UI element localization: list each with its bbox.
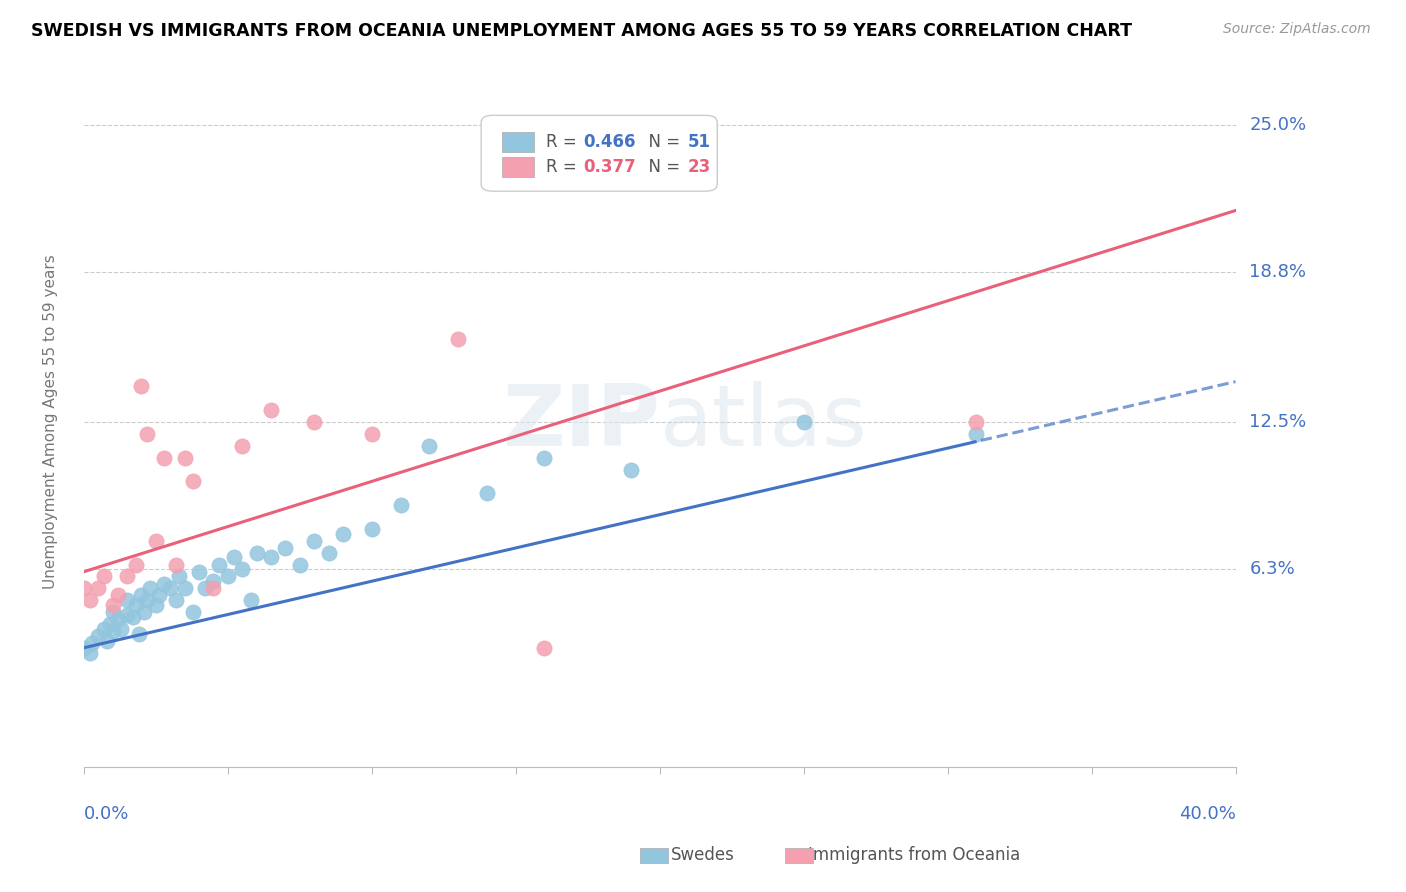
Point <box>188 565 211 579</box>
Point <box>136 593 159 607</box>
Point <box>87 629 110 643</box>
Point <box>73 582 96 596</box>
Point <box>475 486 498 500</box>
Point <box>131 379 153 393</box>
Point <box>79 593 101 607</box>
Point <box>965 415 987 429</box>
Point <box>115 607 138 622</box>
FancyBboxPatch shape <box>502 132 534 153</box>
Point <box>131 589 153 603</box>
Text: Swedes: Swedes <box>671 846 735 863</box>
Point <box>231 562 253 576</box>
Point <box>96 633 118 648</box>
Point <box>181 605 204 619</box>
Text: 6.3%: 6.3% <box>1250 560 1295 578</box>
Point <box>173 450 195 465</box>
Text: R =: R = <box>546 133 582 151</box>
Point <box>274 541 297 555</box>
Point <box>159 582 181 596</box>
Point <box>202 582 225 596</box>
Text: ZIP: ZIP <box>502 381 659 464</box>
Point <box>360 522 382 536</box>
FancyBboxPatch shape <box>502 157 534 178</box>
Point <box>239 593 262 607</box>
Point <box>167 569 190 583</box>
Point <box>332 526 354 541</box>
Y-axis label: Unemployment Among Ages 55 to 59 years: Unemployment Among Ages 55 to 59 years <box>44 254 58 590</box>
Point <box>107 589 129 603</box>
Point <box>208 558 231 572</box>
Point <box>110 622 132 636</box>
Point <box>318 546 340 560</box>
Point <box>620 462 643 476</box>
Point <box>153 450 176 465</box>
Point <box>93 622 115 636</box>
Point <box>115 569 138 583</box>
Point <box>121 610 143 624</box>
Point <box>101 624 124 639</box>
Point <box>124 598 146 612</box>
Point <box>145 598 167 612</box>
Point <box>128 626 150 640</box>
Point <box>145 533 167 548</box>
Point <box>202 574 225 589</box>
FancyBboxPatch shape <box>481 115 717 191</box>
Text: R =: R = <box>546 158 582 176</box>
Point <box>533 450 555 465</box>
Point <box>231 439 253 453</box>
Point <box>165 593 187 607</box>
Point <box>217 569 239 583</box>
Point <box>165 558 187 572</box>
Point <box>148 589 170 603</box>
Point <box>153 576 176 591</box>
Text: 0.466: 0.466 <box>583 133 636 151</box>
Point <box>124 558 146 572</box>
Point <box>302 415 325 429</box>
Text: Source: ZipAtlas.com: Source: ZipAtlas.com <box>1223 22 1371 37</box>
Point <box>115 593 138 607</box>
Text: N =: N = <box>638 158 685 176</box>
Point <box>194 582 217 596</box>
Point <box>136 426 159 441</box>
Point <box>87 582 110 596</box>
Point <box>73 640 96 655</box>
Text: atlas: atlas <box>659 381 868 464</box>
Point <box>79 646 101 660</box>
Point <box>360 426 382 441</box>
Text: Immigrants from Oceania: Immigrants from Oceania <box>808 846 1021 863</box>
Text: 25.0%: 25.0% <box>1250 116 1306 134</box>
Point <box>418 439 440 453</box>
Text: 0.0%: 0.0% <box>84 805 129 823</box>
Point <box>389 498 412 512</box>
Point <box>139 582 162 596</box>
Point <box>173 582 195 596</box>
Point <box>302 533 325 548</box>
Point <box>793 415 815 429</box>
Text: 18.8%: 18.8% <box>1250 263 1306 281</box>
Text: 23: 23 <box>688 158 710 176</box>
Point <box>181 475 204 489</box>
Point <box>222 550 245 565</box>
Text: 0.377: 0.377 <box>583 158 637 176</box>
Text: 12.5%: 12.5% <box>1250 413 1306 431</box>
Text: 51: 51 <box>688 133 710 151</box>
Point <box>533 640 555 655</box>
Text: N =: N = <box>638 133 685 151</box>
Point <box>447 332 470 346</box>
Point <box>245 546 267 560</box>
Point <box>98 617 121 632</box>
Text: SWEDISH VS IMMIGRANTS FROM OCEANIA UNEMPLOYMENT AMONG AGES 55 TO 59 YEARS CORREL: SWEDISH VS IMMIGRANTS FROM OCEANIA UNEMP… <box>31 22 1132 40</box>
Point <box>134 605 156 619</box>
Point <box>260 403 283 417</box>
Point <box>260 550 283 565</box>
Point <box>93 569 115 583</box>
Point <box>101 598 124 612</box>
Point <box>101 605 124 619</box>
Point <box>82 636 104 650</box>
Point <box>288 558 311 572</box>
Point <box>965 426 987 441</box>
Text: 40.0%: 40.0% <box>1178 805 1236 823</box>
Point <box>107 612 129 626</box>
